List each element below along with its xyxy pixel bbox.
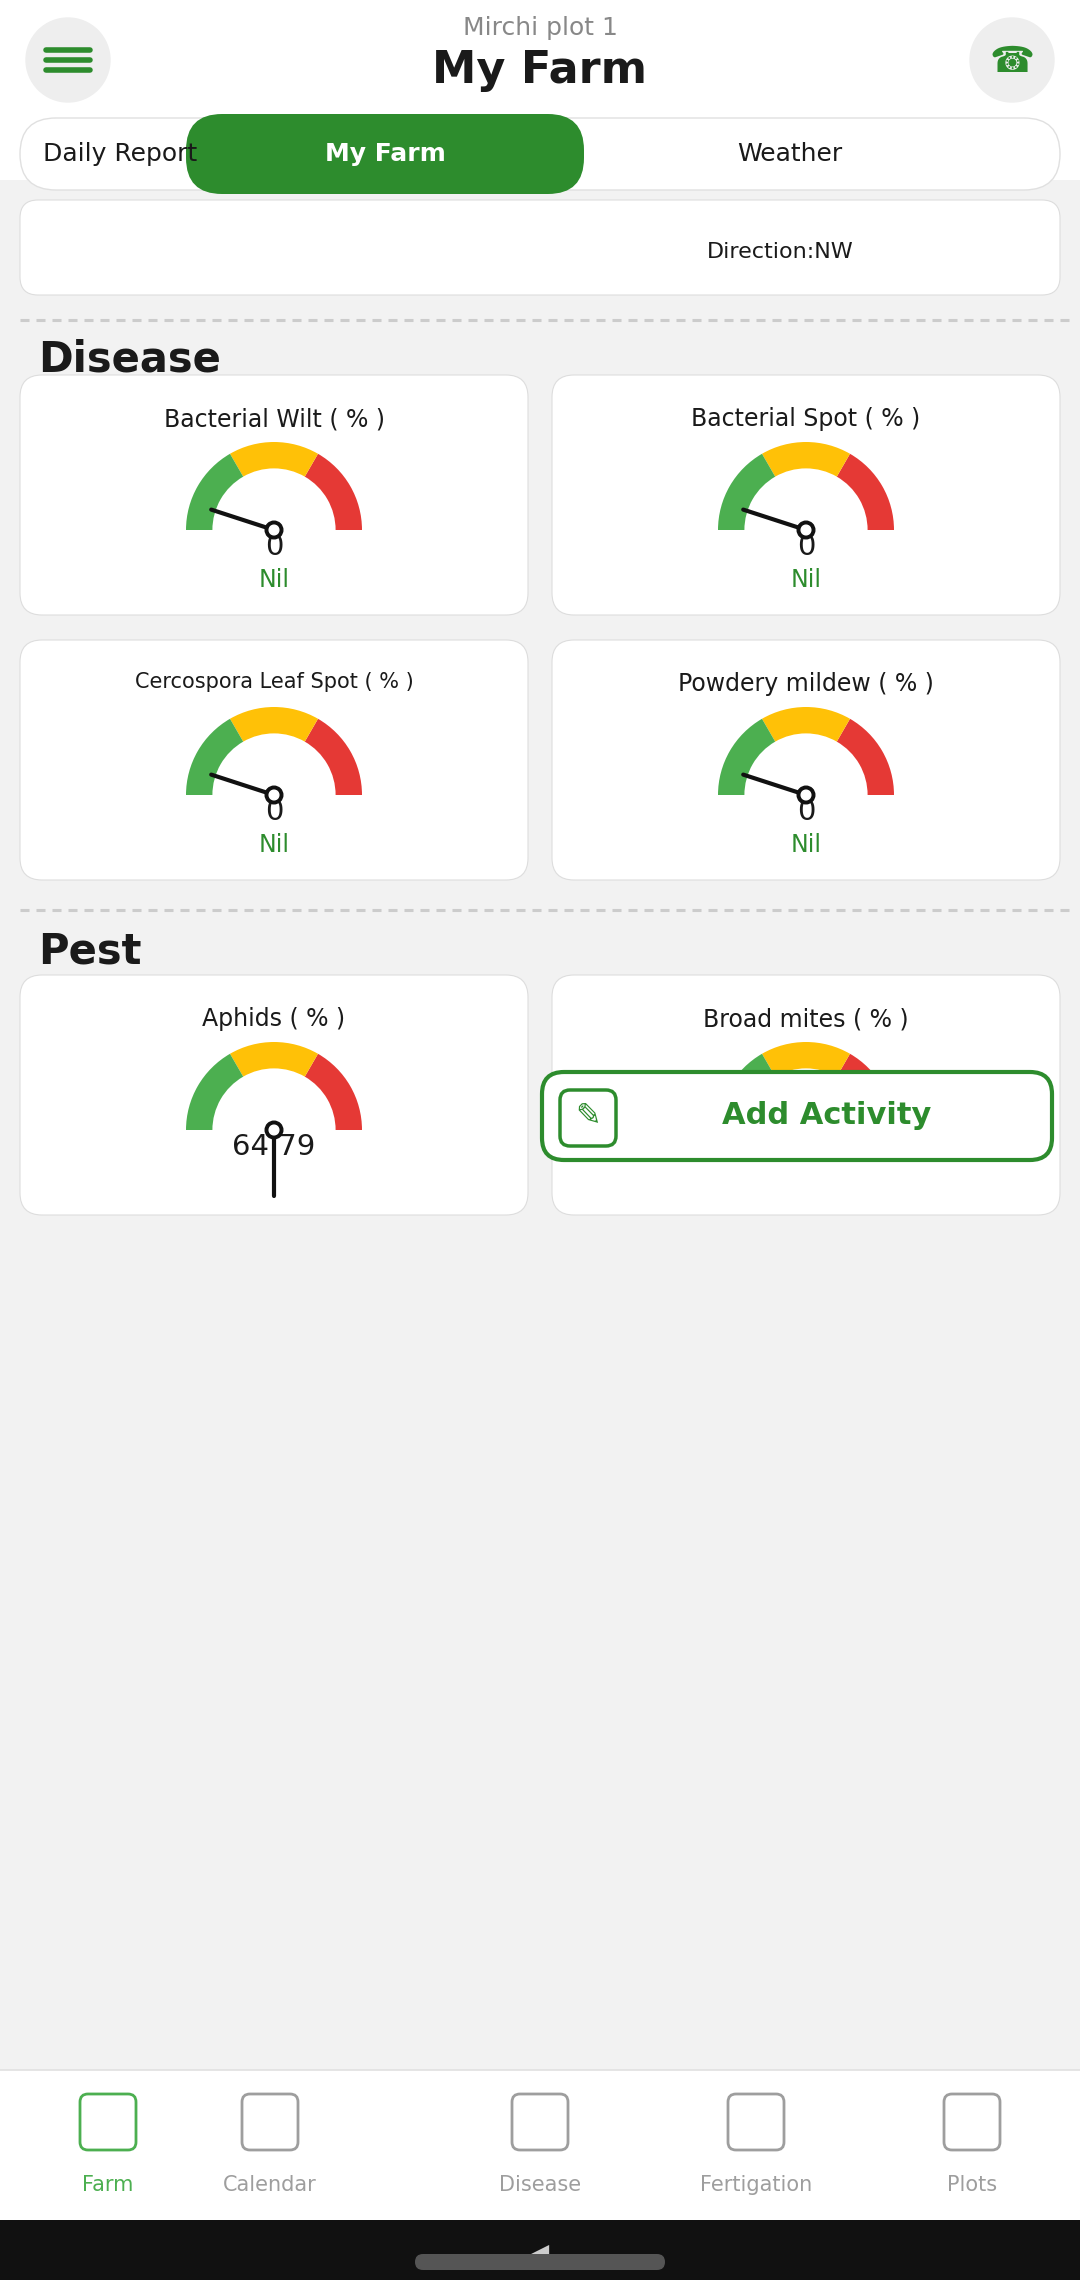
Circle shape <box>801 524 811 536</box>
Circle shape <box>269 524 279 536</box>
Text: Fertigation: Fertigation <box>700 2175 812 2196</box>
Wedge shape <box>837 718 894 796</box>
Text: Nil: Nil <box>258 832 289 857</box>
Text: Powdery mildew ( % ): Powdery mildew ( % ) <box>678 673 934 695</box>
Bar <box>0 2070 1080 2221</box>
Text: Nil: Nil <box>791 568 822 593</box>
Wedge shape <box>230 707 318 741</box>
Text: Add Activity: Add Activity <box>723 1101 932 1131</box>
Text: 0: 0 <box>265 534 283 561</box>
Bar <box>0 0 1080 180</box>
Text: Nil: Nil <box>258 568 289 593</box>
Wedge shape <box>186 1053 243 1131</box>
Wedge shape <box>762 442 850 477</box>
FancyBboxPatch shape <box>542 1072 1052 1161</box>
Wedge shape <box>186 718 243 796</box>
Wedge shape <box>305 1053 362 1131</box>
Circle shape <box>269 1124 279 1135</box>
Text: Pest: Pest <box>38 930 141 974</box>
Wedge shape <box>837 1053 894 1131</box>
Text: Bacterial Wilt ( % ): Bacterial Wilt ( % ) <box>163 408 384 431</box>
Text: Nil: Nil <box>791 832 822 857</box>
FancyBboxPatch shape <box>21 641 528 880</box>
Wedge shape <box>718 454 775 529</box>
Text: Bacterial Spot ( % ): Bacterial Spot ( % ) <box>691 408 920 431</box>
Circle shape <box>797 1122 814 1138</box>
Circle shape <box>266 522 283 538</box>
Text: Cercospora Leaf Spot ( % ): Cercospora Leaf Spot ( % ) <box>135 673 414 693</box>
Text: My Farm: My Farm <box>432 48 648 91</box>
Wedge shape <box>718 1053 775 1131</box>
Text: Plots: Plots <box>947 2175 997 2196</box>
Circle shape <box>801 1124 811 1135</box>
Text: Weather: Weather <box>738 141 842 166</box>
Wedge shape <box>305 718 362 796</box>
Text: Daily Report: Daily Report <box>43 141 198 166</box>
Text: Aphids ( % ): Aphids ( % ) <box>202 1008 346 1031</box>
FancyBboxPatch shape <box>415 2255 665 2271</box>
Wedge shape <box>305 454 362 529</box>
Text: ◀: ◀ <box>530 2241 550 2266</box>
Wedge shape <box>762 707 850 741</box>
Circle shape <box>801 791 811 800</box>
Text: 0: 0 <box>797 798 815 825</box>
FancyBboxPatch shape <box>561 1090 616 1147</box>
Text: ☎: ☎ <box>989 46 1035 80</box>
Text: Broad mites ( % ): Broad mites ( % ) <box>703 1008 908 1031</box>
Circle shape <box>269 791 279 800</box>
Circle shape <box>266 1122 283 1138</box>
Text: 0: 0 <box>797 534 815 561</box>
FancyBboxPatch shape <box>21 119 1059 189</box>
Text: Calendar: Calendar <box>224 2175 316 2196</box>
Text: Disease: Disease <box>38 340 221 381</box>
Text: Disease: Disease <box>499 2175 581 2196</box>
Text: My Farm: My Farm <box>325 141 445 166</box>
Circle shape <box>970 18 1054 103</box>
Wedge shape <box>762 1042 850 1076</box>
Circle shape <box>797 522 814 538</box>
Circle shape <box>26 18 110 103</box>
Wedge shape <box>718 718 775 796</box>
Wedge shape <box>837 454 894 529</box>
Text: 0: 0 <box>265 798 283 825</box>
Text: ✎: ✎ <box>576 1101 600 1131</box>
FancyBboxPatch shape <box>186 114 584 194</box>
Text: 0: 0 <box>797 1133 815 1161</box>
Text: Direction:NW: Direction:NW <box>706 242 853 262</box>
FancyBboxPatch shape <box>21 374 528 616</box>
FancyBboxPatch shape <box>21 976 528 1215</box>
Wedge shape <box>186 454 243 529</box>
Circle shape <box>797 787 814 805</box>
FancyBboxPatch shape <box>552 641 1059 880</box>
Wedge shape <box>230 1042 318 1076</box>
FancyBboxPatch shape <box>552 374 1059 616</box>
Text: 64.79: 64.79 <box>232 1133 315 1161</box>
Text: Mirchi plot 1: Mirchi plot 1 <box>462 16 618 41</box>
Text: Farm: Farm <box>82 2175 134 2196</box>
Circle shape <box>266 787 283 805</box>
Bar <box>0 2221 1080 2280</box>
FancyBboxPatch shape <box>21 201 1059 294</box>
Wedge shape <box>230 442 318 477</box>
FancyBboxPatch shape <box>552 976 1059 1215</box>
